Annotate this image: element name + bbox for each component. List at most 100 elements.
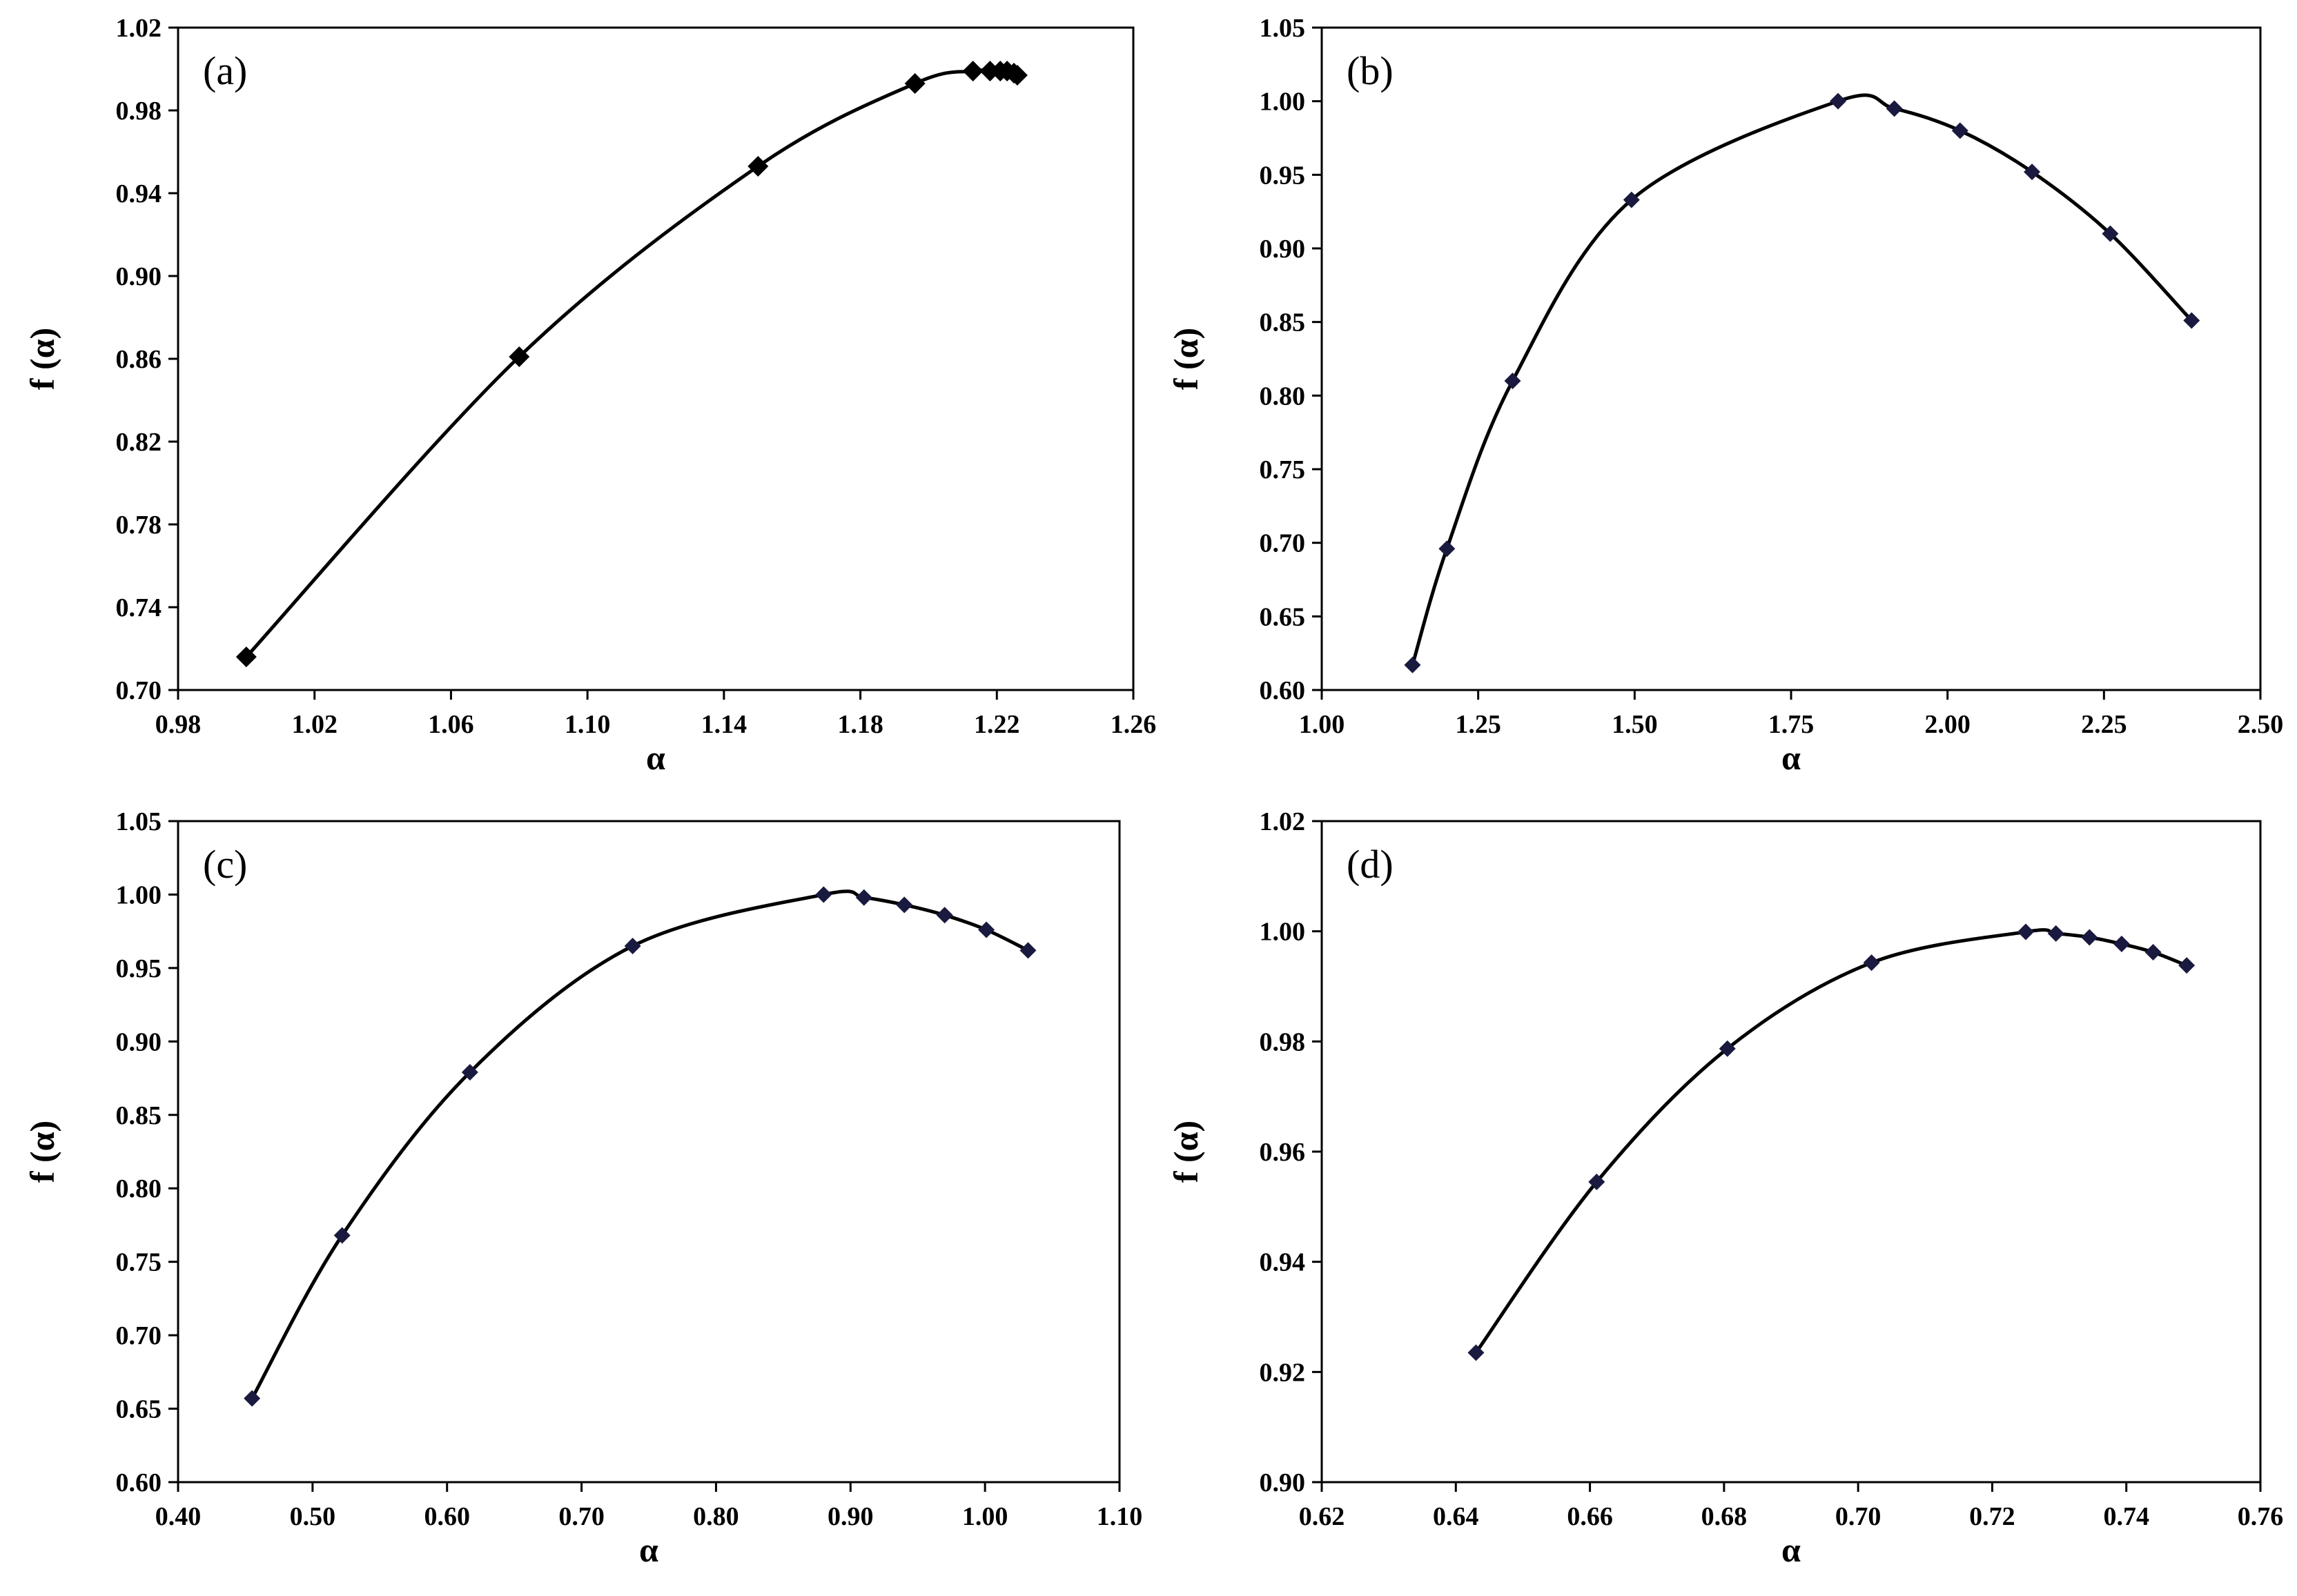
x-tick-label: 0.98 [155, 710, 202, 739]
x-tick-label: 0.40 [155, 1502, 202, 1531]
x-tick-label: 1.26 [1111, 710, 1157, 739]
x-tick-label: 1.02 [291, 710, 338, 739]
x-axis-label: α [1781, 738, 1801, 777]
plot-frame [177, 26, 1135, 691]
series-line [251, 889, 1029, 1399]
series-line [245, 68, 1019, 658]
data-point [2081, 929, 2098, 946]
data-point [1719, 1040, 1736, 1057]
y-tick-label: 0.70 [116, 1321, 162, 1350]
data-point [235, 647, 257, 667]
y-tick-label: 0.96 [1260, 1138, 1306, 1167]
y-tick-label: 1.05 [1260, 14, 1306, 43]
y-tick-label: 0.74 [116, 593, 162, 622]
y-tick-label: 0.70 [1260, 529, 1306, 558]
x-tick-label: 0.76 [2238, 1502, 2284, 1531]
y-tick-label: 0.90 [116, 262, 162, 291]
series-line [1411, 93, 2193, 666]
y-tick-label: 0.78 [116, 511, 162, 540]
x-tick-label: 0.90 [828, 1502, 874, 1531]
y-tick-label: 0.60 [1260, 676, 1306, 705]
chart-panel-a: 0.98 1.02 1.06 1.10 1.14 1.18 1.22 1.26 0.70 0.74… [23, 14, 1156, 777]
data-point [1863, 954, 1880, 972]
data-point [904, 73, 926, 94]
y-tick-label: 1.00 [1260, 918, 1306, 947]
y-tick-label: 0.90 [116, 1027, 162, 1056]
y-tick-label: 0.90 [1260, 1468, 1306, 1497]
y-tick-label: 1.05 [116, 807, 162, 836]
x-tick-label: 2.00 [1924, 710, 1971, 739]
data-point [1830, 92, 1846, 110]
y-axis-label: f (α) [23, 1121, 61, 1183]
y-tick-label: 0.60 [116, 1468, 162, 1497]
y-tick-label: 0.92 [1260, 1358, 1306, 1387]
y-tick-label: 0.95 [116, 954, 162, 983]
y-tick-label: 0.80 [1260, 382, 1306, 411]
panel-label: (a) [203, 48, 247, 93]
x-tick-label: 0.72 [1969, 1502, 2015, 1531]
y-axis-label: f (α) [23, 328, 61, 390]
x-tick-label: 1.18 [837, 710, 883, 739]
data-point [962, 61, 984, 81]
x-tick-label: 2.25 [2081, 710, 2127, 739]
data-point [624, 937, 641, 954]
x-tick-label: 0.50 [290, 1502, 336, 1531]
y-tick-label: 1.02 [116, 14, 162, 43]
x-tick-label: 0.74 [2103, 1502, 2149, 1531]
y-tick-label: 0.95 [1260, 161, 1306, 190]
y-axis-label: f (α) [1166, 328, 1205, 390]
x-tick-label: 1.75 [1768, 710, 1815, 739]
data-point [461, 1064, 478, 1081]
panel-label: (c) [203, 842, 247, 887]
y-tick-label: 0.75 [116, 1248, 162, 1277]
panel-label: (d) [1347, 842, 1394, 887]
data-point [815, 886, 832, 903]
data-point [855, 889, 872, 906]
data-point [747, 156, 769, 177]
x-tick-label: 0.62 [1299, 1502, 1345, 1531]
plot-frame [177, 820, 1121, 1484]
data-point [2047, 925, 2064, 942]
chart-panel-b: 1.00 1.25 1.50 1.75 2.00 2.25 2.50 0.60 0.65 0.70… [1166, 14, 2283, 777]
data-point [244, 1390, 261, 1407]
data-point [1019, 942, 1037, 959]
x-tick-label: 0.66 [1567, 1502, 1613, 1531]
data-point [1438, 540, 1456, 558]
x-tick-label: 0.68 [1701, 1502, 1748, 1531]
x-tick-label: 1.50 [1612, 710, 1658, 739]
data-point [2144, 944, 2162, 961]
data-point [2178, 957, 2196, 974]
data-point [1006, 65, 1028, 86]
x-tick-label: 0.70 [1835, 1502, 1881, 1531]
data-point [1886, 100, 1903, 117]
y-tick-label: 0.86 [116, 345, 162, 374]
y-tick-label: 0.98 [116, 97, 162, 126]
data-point [1504, 373, 1521, 389]
y-tick-label: 0.65 [116, 1395, 162, 1424]
y-tick-label: 1.00 [1260, 88, 1306, 117]
x-tick-label: 1.10 [1097, 1502, 1143, 1531]
data-point [2183, 312, 2200, 329]
x-tick-label: 2.50 [2238, 710, 2284, 739]
x-tick-label: 1.00 [1299, 710, 1345, 739]
x-tick-label: 1.06 [428, 710, 474, 739]
y-tick-label: 0.98 [1260, 1027, 1306, 1056]
y-tick-label: 0.85 [116, 1101, 162, 1130]
x-tick-label: 1.22 [974, 710, 1020, 739]
plot-frame [1320, 820, 2262, 1484]
y-tick-label: 0.85 [1260, 308, 1306, 337]
data-point [2017, 923, 2034, 940]
x-tick-label: 1.14 [701, 710, 747, 739]
x-axis-label: α [1781, 1530, 1801, 1569]
data-point [978, 921, 995, 938]
x-axis-label: α [639, 1530, 658, 1569]
y-tick-label: 0.65 [1260, 602, 1306, 631]
y-tick-label: 0.82 [116, 428, 162, 457]
data-point [2113, 936, 2130, 953]
x-axis-label: α [646, 738, 665, 777]
y-tick-label: 0.90 [1260, 235, 1306, 264]
chart-panel-d: 0.62 0.64 0.66 0.68 0.70 0.72 0.74 0.76 0.90 0.92… [1166, 807, 2283, 1569]
y-tick-label: 0.94 [1260, 1248, 1306, 1277]
data-point [2024, 164, 2041, 181]
